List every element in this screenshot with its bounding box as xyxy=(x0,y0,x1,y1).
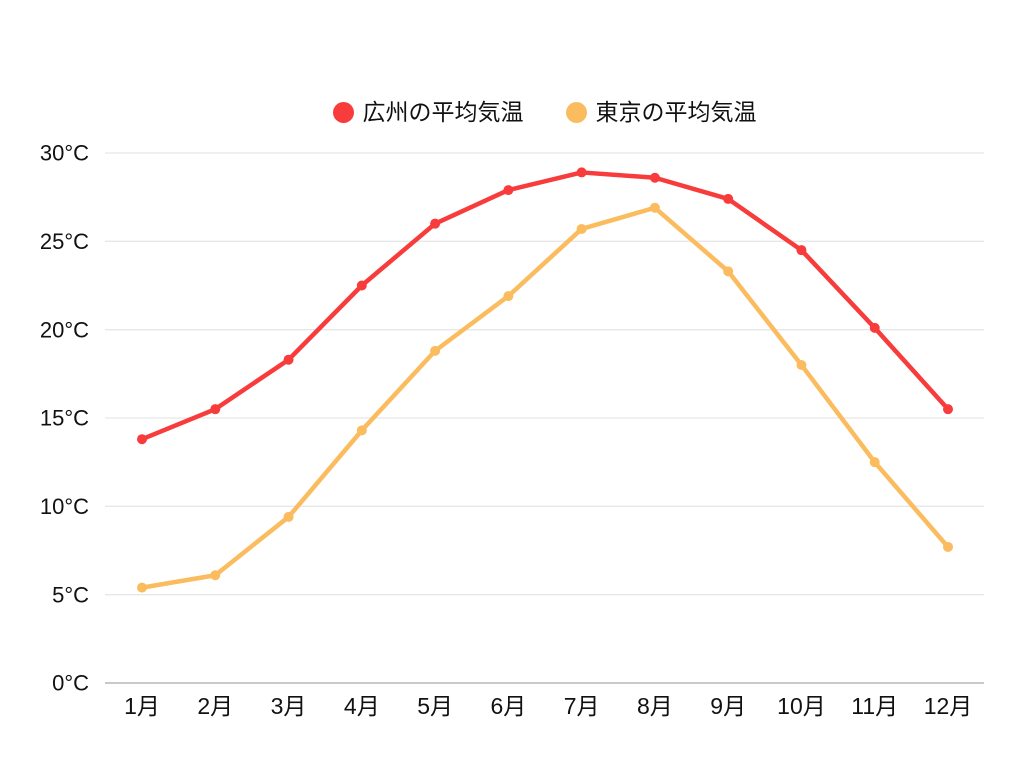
tokyo-series-dot-icon xyxy=(565,101,587,123)
series-line-0 xyxy=(139,170,951,442)
legend-label-tokyo: 東京の平均気温 xyxy=(595,98,757,125)
data-point xyxy=(869,322,880,333)
data-point xyxy=(137,582,147,593)
data-point xyxy=(356,280,367,291)
data-point xyxy=(210,570,221,581)
chart-legend: 広州の平均気温 東京の平均気温 xyxy=(105,97,984,127)
data-point xyxy=(943,404,953,415)
x-tick-label: 4月 xyxy=(344,693,380,719)
data-point xyxy=(943,541,953,552)
data-point xyxy=(503,291,514,302)
y-tick-label: 0°C xyxy=(52,671,89,696)
data-point xyxy=(576,223,587,234)
x-tick-label: 2月 xyxy=(197,693,233,719)
y-tick-label: 5°C xyxy=(52,582,89,607)
series-line-1 xyxy=(139,205,951,590)
data-point xyxy=(283,354,294,365)
x-tick-label: 6月 xyxy=(490,693,526,719)
guangzhou-series-dot-icon xyxy=(332,101,354,123)
x-tick-label: 8月 xyxy=(637,693,673,719)
y-tick-label: 20°C xyxy=(40,317,89,342)
data-point xyxy=(283,511,294,522)
x-tick-label: 1月 xyxy=(124,693,160,719)
x-tick-label: 12月 xyxy=(924,693,973,719)
legend-item-guangzhou: 広州の平均気温 xyxy=(332,98,524,125)
x-tick-label: 11月 xyxy=(851,693,898,719)
data-point xyxy=(649,202,660,213)
x-tick-label: 9月 xyxy=(710,693,746,719)
data-point xyxy=(723,193,734,204)
data-point xyxy=(723,266,734,277)
data-point xyxy=(869,457,880,468)
y-tick-label: 10°C xyxy=(40,494,89,519)
x-tick-label: 10月 xyxy=(777,693,826,719)
legend-item-tokyo: 東京の平均気温 xyxy=(565,98,757,125)
data-point xyxy=(649,172,660,183)
legend-label-guangzhou: 広州の平均気温 xyxy=(362,98,524,125)
data-point xyxy=(796,245,807,256)
data-point xyxy=(430,218,441,229)
y-tick-label: 15°C xyxy=(40,406,89,431)
data-point xyxy=(356,425,367,436)
y-tick-label: 25°C xyxy=(40,229,89,254)
data-point xyxy=(210,404,221,415)
data-point xyxy=(576,167,587,178)
data-point xyxy=(430,345,441,356)
x-tick-label: 3月 xyxy=(271,693,307,719)
x-tick-label: 7月 xyxy=(564,693,600,719)
data-point xyxy=(137,434,147,445)
y-tick-label: 30°C xyxy=(40,141,89,166)
x-tick-label: 5月 xyxy=(417,693,453,719)
data-point xyxy=(503,185,514,196)
data-point xyxy=(796,360,807,370)
